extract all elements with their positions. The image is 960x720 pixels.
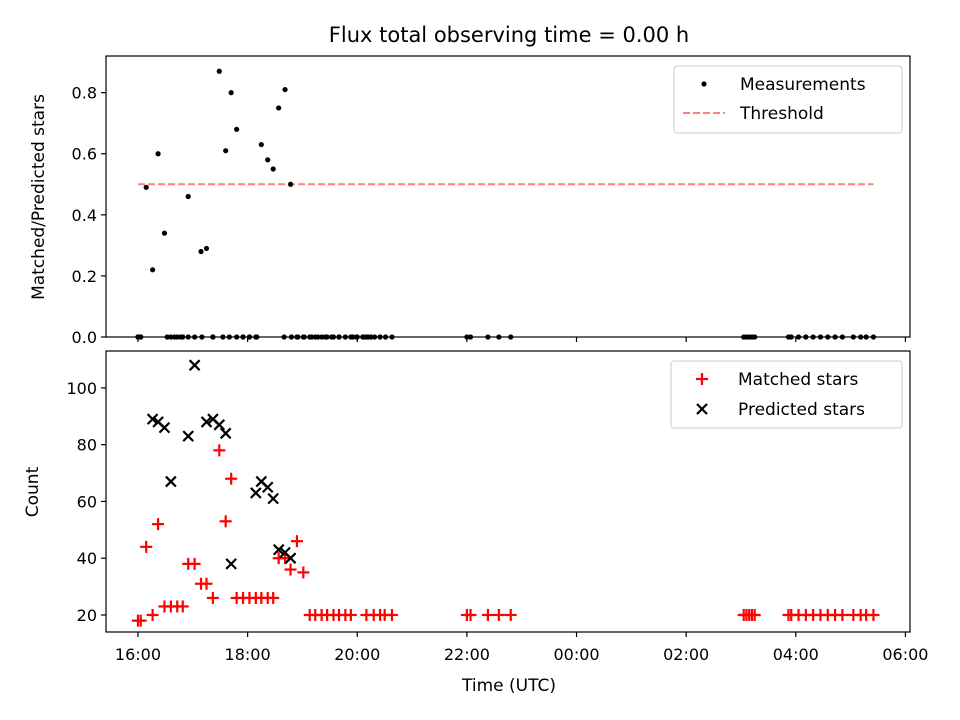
predicted-star-point <box>182 430 195 442</box>
measurement-point <box>185 193 191 200</box>
x-tick-label: 18:00 <box>225 645 271 664</box>
measurement-point <box>270 166 276 172</box>
predicted-star-point <box>225 558 237 570</box>
measurement-point <box>265 157 271 163</box>
predicted-star-point <box>200 416 213 428</box>
matched-star-point <box>188 557 201 570</box>
matched-star-point <box>385 608 398 621</box>
legend-matched-marker <box>696 373 708 385</box>
bottom-x-label: Time (UTC) <box>461 676 556 696</box>
chart-title: Flux total observing time = 0.00 h <box>329 23 689 47</box>
bottom-y-axis: 20 40 60 80 100 <box>66 379 106 625</box>
measurement-point <box>234 126 240 132</box>
matched-star-point <box>290 535 303 548</box>
measurement-point <box>161 230 168 236</box>
top-y-tick-label: 0.4 <box>72 206 97 225</box>
matched-star-point <box>836 608 849 621</box>
legend-threshold-label: Threshold <box>739 104 824 124</box>
x-tick-label: 06:00 <box>882 645 928 664</box>
matched-star-point <box>146 608 159 621</box>
bottom-y-tick-label: 80 <box>77 436 97 455</box>
predicted-star-point <box>267 492 279 505</box>
x-tick-label: 00:00 <box>553 645 599 664</box>
top-y-label: Matched/Predicted stars <box>29 94 49 300</box>
predicted-star-point <box>165 475 177 488</box>
predicted-star-point <box>261 481 274 494</box>
legend-measurements-label: Measurements <box>740 75 866 95</box>
x-tick-label: 02:00 <box>663 645 709 664</box>
top-marks <box>135 68 877 340</box>
measurement-point <box>149 267 156 273</box>
matched-star-point <box>206 591 219 604</box>
top-y-tick-label: 0.0 <box>72 328 97 347</box>
matched-star-point <box>481 608 494 621</box>
matched-star-point <box>219 515 232 528</box>
matched-star-point <box>140 540 153 553</box>
bottom-marks <box>131 359 880 627</box>
measurement-point <box>155 151 161 157</box>
measurement-point <box>143 184 149 190</box>
bottom-y-tick-label: 20 <box>77 606 97 625</box>
matched-star-point <box>492 608 505 621</box>
predicted-star-point <box>250 487 262 499</box>
bottom-legend: Matched stars Predicted stars <box>670 360 903 429</box>
measurement-point <box>258 141 264 148</box>
predicted-star-point <box>219 427 232 440</box>
top-y-axis: 0.0 0.2 0.4 0.6 0.8 <box>72 84 106 347</box>
bottom-y-label: Count <box>23 466 43 517</box>
top-legend-box <box>673 65 903 134</box>
x-tick-label: 16:00 <box>115 645 161 664</box>
bottom-y-tick-label: 40 <box>77 549 97 568</box>
bottom-y-tick-label: 60 <box>77 492 97 511</box>
legend-matched-label: Matched stars <box>738 370 858 390</box>
measurement-point <box>276 105 282 111</box>
top-y-tick-label: 0.8 <box>72 84 97 103</box>
x-tick-label: 04:00 <box>773 645 819 664</box>
measurement-point <box>223 148 229 154</box>
bottom-plot-frame <box>105 350 911 633</box>
legend-measurements-marker <box>701 81 707 87</box>
predicted-star-point <box>158 421 171 434</box>
matched-star-point <box>284 563 297 576</box>
matched-star-point <box>267 591 280 604</box>
matched-star-point <box>200 577 213 590</box>
predicted-star-point <box>188 359 201 371</box>
bottom-legend-box <box>670 360 903 429</box>
top-legend: Measurements Threshold <box>673 65 903 134</box>
predicted-star-point <box>213 419 226 431</box>
matched-star-point <box>134 614 147 627</box>
measurement-point <box>216 68 222 74</box>
matched-star-point <box>344 608 357 621</box>
predicted-star-point <box>284 552 297 564</box>
legend-predicted-marker <box>696 403 708 415</box>
matched-star-point <box>504 608 517 621</box>
top-y-tick-label: 0.6 <box>72 145 97 164</box>
matched-star-point <box>867 608 880 621</box>
bottom-x-axis: 16:00 18:00 20:00 22:00 00:00 02:00 04:00 06:00 <box>115 632 928 664</box>
matched-star-point <box>464 608 477 621</box>
matched-star-point <box>176 600 189 613</box>
matched-star-point <box>152 518 165 531</box>
matched-star-point <box>297 566 310 579</box>
top-y-tick-label: 0.2 <box>72 267 97 286</box>
top-panel: 0.00.20.40.60.8 Matched/Predicted stars … <box>29 55 911 347</box>
measurement-point <box>282 86 288 93</box>
measurement-point <box>198 248 204 255</box>
measurement-point <box>203 245 210 252</box>
x-tick-label: 22:00 <box>444 645 490 664</box>
legend-predicted-label: Predicted stars <box>738 400 865 420</box>
matched-star-point <box>225 472 238 485</box>
measurement-point <box>287 181 294 187</box>
x-tick-label: 20:00 <box>334 645 380 664</box>
predicted-star-point <box>146 413 159 425</box>
matched-star-point <box>748 608 761 621</box>
bottom-y-tick-label: 100 <box>66 379 97 398</box>
top-x-ticks <box>137 337 907 342</box>
top-plot-frame <box>105 55 911 338</box>
measurement-point <box>228 90 234 96</box>
bottom-panel: 20 40 60 80 100 16:00 18:00 20:00 22:00 00:00 02:… <box>23 350 928 696</box>
matched-star-point <box>213 444 226 457</box>
predicted-star-point <box>272 543 285 556</box>
